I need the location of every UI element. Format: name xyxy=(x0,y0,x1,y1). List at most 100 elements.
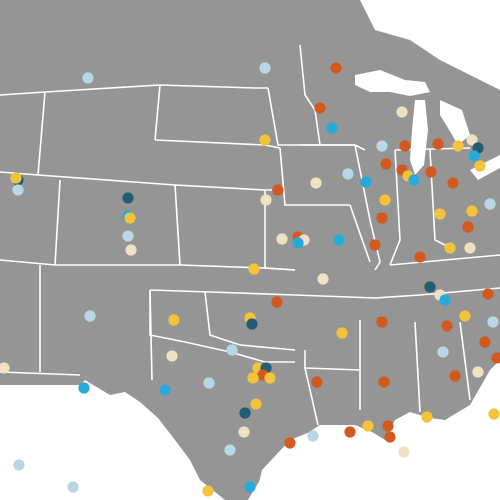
location-point-orange[interactable] xyxy=(441,320,453,332)
location-point-gold[interactable] xyxy=(248,263,260,275)
location-point-orange[interactable] xyxy=(284,437,296,449)
lake-huron xyxy=(440,100,470,145)
location-point-cream[interactable] xyxy=(466,134,478,146)
location-point-light-blue[interactable] xyxy=(12,184,24,196)
border-nd-sd xyxy=(154,84,161,141)
location-point-bright-blue[interactable] xyxy=(159,384,171,396)
location-point-orange[interactable] xyxy=(414,251,426,263)
location-point-light-blue[interactable] xyxy=(487,316,499,328)
location-point-dark-teal[interactable] xyxy=(122,192,134,204)
location-point-orange[interactable] xyxy=(376,316,388,328)
location-point-orange[interactable] xyxy=(271,296,283,308)
location-point-gold[interactable] xyxy=(168,314,180,326)
location-point-gold[interactable] xyxy=(434,208,446,220)
location-point-cream[interactable] xyxy=(396,106,408,118)
location-point-orange[interactable] xyxy=(491,352,500,364)
location-point-gold[interactable] xyxy=(336,327,348,339)
border-al xyxy=(414,321,421,413)
location-point-bright-blue[interactable] xyxy=(333,234,345,246)
location-point-light-blue[interactable] xyxy=(203,377,215,389)
location-point-orange[interactable] xyxy=(399,140,411,152)
location-point-cream[interactable] xyxy=(472,366,484,378)
location-point-orange[interactable] xyxy=(344,426,356,438)
location-point-gold[interactable] xyxy=(124,212,136,224)
location-point-orange[interactable] xyxy=(272,184,284,196)
location-point-gold[interactable] xyxy=(466,205,478,217)
border-col xyxy=(174,184,181,266)
location-point-orange[interactable] xyxy=(447,177,459,189)
location-point-light-blue[interactable] xyxy=(224,444,236,456)
location-point-gold[interactable] xyxy=(444,242,456,254)
location-point-light-blue[interactable] xyxy=(84,310,96,322)
location-point-bright-blue[interactable] xyxy=(439,294,451,306)
location-point-orange[interactable] xyxy=(376,212,388,224)
location-point-gold[interactable] xyxy=(459,310,471,322)
location-point-gold[interactable] xyxy=(379,194,391,206)
location-point-light-blue[interactable] xyxy=(226,344,238,356)
location-point-cream[interactable] xyxy=(310,177,322,189)
location-point-dark-teal[interactable] xyxy=(246,318,258,330)
border-la-tx xyxy=(304,367,319,426)
lake-superior xyxy=(355,70,430,96)
location-point-bright-blue[interactable] xyxy=(78,382,90,394)
location-point-gold[interactable] xyxy=(362,420,374,432)
location-point-gold[interactable] xyxy=(421,411,433,423)
location-point-orange[interactable] xyxy=(369,239,381,251)
border-mo-il xyxy=(349,204,371,263)
location-point-light-blue[interactable] xyxy=(259,62,271,74)
location-point-orange[interactable] xyxy=(432,138,444,150)
location-point-orange[interactable] xyxy=(382,420,394,432)
location-point-cream[interactable] xyxy=(464,242,476,254)
location-point-light-blue[interactable] xyxy=(82,72,94,84)
location-point-orange[interactable] xyxy=(384,431,396,443)
location-point-gold[interactable] xyxy=(488,408,500,420)
location-point-dark-teal[interactable] xyxy=(239,407,251,419)
location-point-dark-teal[interactable] xyxy=(424,281,436,293)
location-point-light-blue[interactable] xyxy=(67,481,79,493)
location-point-orange[interactable] xyxy=(378,376,390,388)
location-point-orange[interactable] xyxy=(449,370,461,382)
border-ks-mo xyxy=(264,190,296,271)
location-point-orange[interactable] xyxy=(380,158,392,170)
location-point-cream[interactable] xyxy=(125,244,137,256)
location-point-light-blue[interactable] xyxy=(484,198,496,210)
location-point-orange[interactable] xyxy=(311,376,323,388)
location-point-gold[interactable] xyxy=(10,172,22,184)
location-point-gold[interactable] xyxy=(264,372,276,384)
location-point-gold[interactable] xyxy=(247,372,259,384)
border-mt-wy xyxy=(37,91,46,176)
location-point-light-blue[interactable] xyxy=(122,230,134,242)
location-point-orange[interactable] xyxy=(462,221,474,233)
location-point-light-blue[interactable] xyxy=(376,140,388,152)
location-point-orange[interactable] xyxy=(425,166,437,178)
location-point-orange[interactable] xyxy=(482,288,494,300)
location-point-gold[interactable] xyxy=(259,134,271,146)
location-point-gold[interactable] xyxy=(202,485,214,497)
location-point-gold[interactable] xyxy=(250,398,262,410)
location-point-cream[interactable] xyxy=(260,194,272,206)
location-point-cream[interactable] xyxy=(238,426,250,438)
location-point-bright-blue[interactable] xyxy=(468,150,480,162)
location-point-orange[interactable] xyxy=(314,102,326,114)
location-point-bright-blue[interactable] xyxy=(292,237,304,249)
location-point-bright-blue[interactable] xyxy=(244,481,256,493)
location-point-cream[interactable] xyxy=(166,350,178,362)
location-point-light-blue[interactable] xyxy=(307,430,319,442)
location-point-bright-blue[interactable] xyxy=(360,176,372,188)
location-point-gold[interactable] xyxy=(452,140,464,152)
location-point-cream[interactable] xyxy=(0,362,10,374)
location-point-light-blue[interactable] xyxy=(13,459,25,471)
location-point-light-blue[interactable] xyxy=(342,168,354,180)
border-tx-rr xyxy=(149,290,295,363)
location-point-orange[interactable] xyxy=(330,62,342,74)
location-point-cream[interactable] xyxy=(398,446,410,458)
location-point-light-blue[interactable] xyxy=(437,346,449,358)
border-ok-top xyxy=(149,289,296,296)
location-point-orange[interactable] xyxy=(479,336,491,348)
location-point-gold[interactable] xyxy=(474,160,486,172)
location-point-bright-blue[interactable] xyxy=(408,174,420,186)
location-point-bright-blue[interactable] xyxy=(326,122,338,134)
location-point-cream[interactable] xyxy=(317,273,329,285)
location-point-cream[interactable] xyxy=(276,233,288,245)
